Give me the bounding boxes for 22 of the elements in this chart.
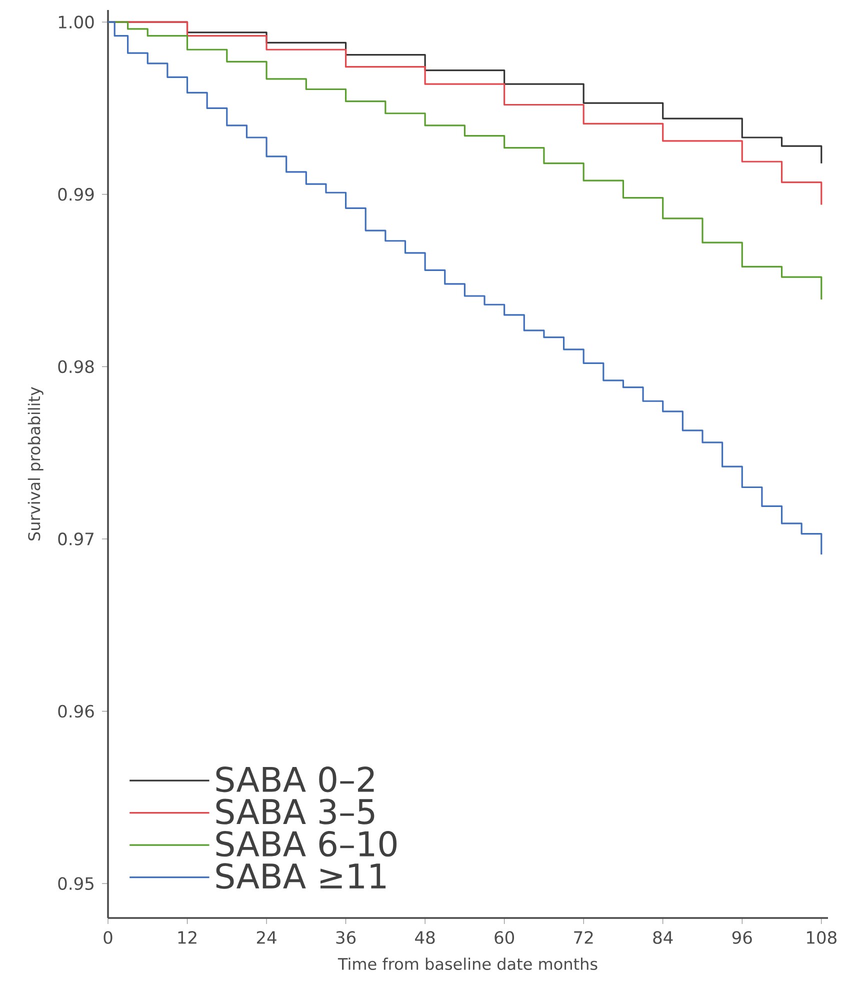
y-tick-label: 0.95: [58, 877, 94, 890]
x-tick-label: 36: [336, 931, 356, 944]
y-axis-title: Survival probability: [28, 386, 44, 540]
legend-label: SABA ≥11: [216, 863, 386, 889]
legend-label: SABA 0–2: [216, 766, 374, 792]
x-tick-label: 72: [574, 931, 593, 944]
y-tick-label: 0.99: [58, 188, 94, 201]
x-tick-label: 96: [732, 931, 752, 944]
x-tick-label: 84: [653, 931, 673, 944]
x-tick-label: 108: [807, 931, 836, 944]
y-tick-label: 0.97: [58, 532, 94, 546]
legend-label: SABA 3–5: [216, 798, 374, 824]
y-tick-label: 0.96: [58, 704, 94, 718]
x-tick-label: 48: [415, 931, 435, 944]
x-axis-title: Time from baseline date months: [338, 958, 598, 970]
x-tick-label: 24: [256, 931, 276, 944]
x-tick-label: 12: [178, 931, 196, 944]
y-tick-label: 1.00: [58, 16, 94, 28]
x-tick-label: 60: [494, 931, 514, 944]
y-tick-label: 0.98: [58, 360, 94, 374]
legend-label: SABA 6–10: [216, 830, 397, 857]
x-tick-label: 0: [104, 931, 112, 944]
